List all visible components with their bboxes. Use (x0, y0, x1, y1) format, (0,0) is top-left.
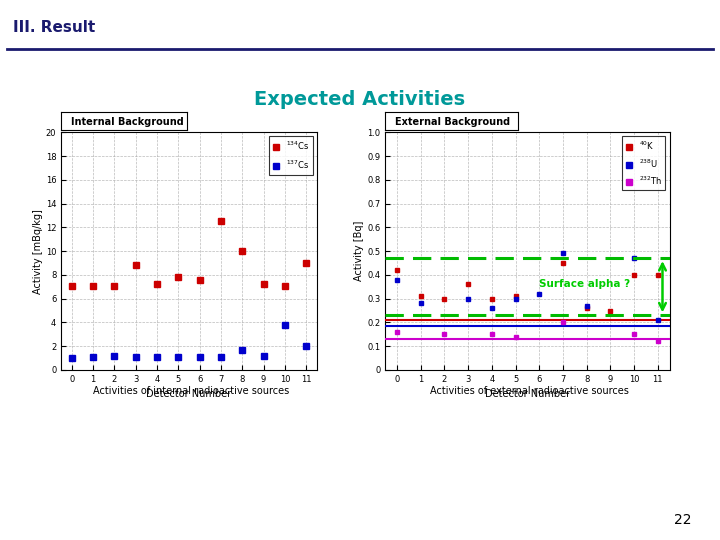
X-axis label: Detector Number: Detector Number (146, 389, 232, 399)
Legend: $^{40}$K, $^{238}$U, $^{232}$Th: $^{40}$K, $^{238}$U, $^{232}$Th (622, 137, 665, 190)
Text: III. Result: III. Result (13, 19, 95, 35)
Text: Activities of external radioactive sources: Activities of external radioactive sourc… (430, 386, 629, 396)
Text: 22: 22 (674, 512, 691, 526)
Legend: $^{134}$Cs, $^{137}$Cs: $^{134}$Cs, $^{137}$Cs (269, 137, 312, 174)
Text: Surface alpha ?: Surface alpha ? (539, 279, 631, 289)
Text: External Background: External Background (395, 117, 510, 126)
Y-axis label: Activity [mBq/kg]: Activity [mBq/kg] (33, 208, 43, 294)
Text: Activities of internal radioactive sources: Activities of internal radioactive sourc… (93, 386, 289, 396)
Text: Internal Background: Internal Background (71, 117, 184, 126)
Text: Expected Activities: Expected Activities (254, 90, 466, 110)
X-axis label: Detector Number: Detector Number (485, 389, 570, 399)
Y-axis label: Activity [Bq]: Activity [Bq] (354, 221, 364, 281)
